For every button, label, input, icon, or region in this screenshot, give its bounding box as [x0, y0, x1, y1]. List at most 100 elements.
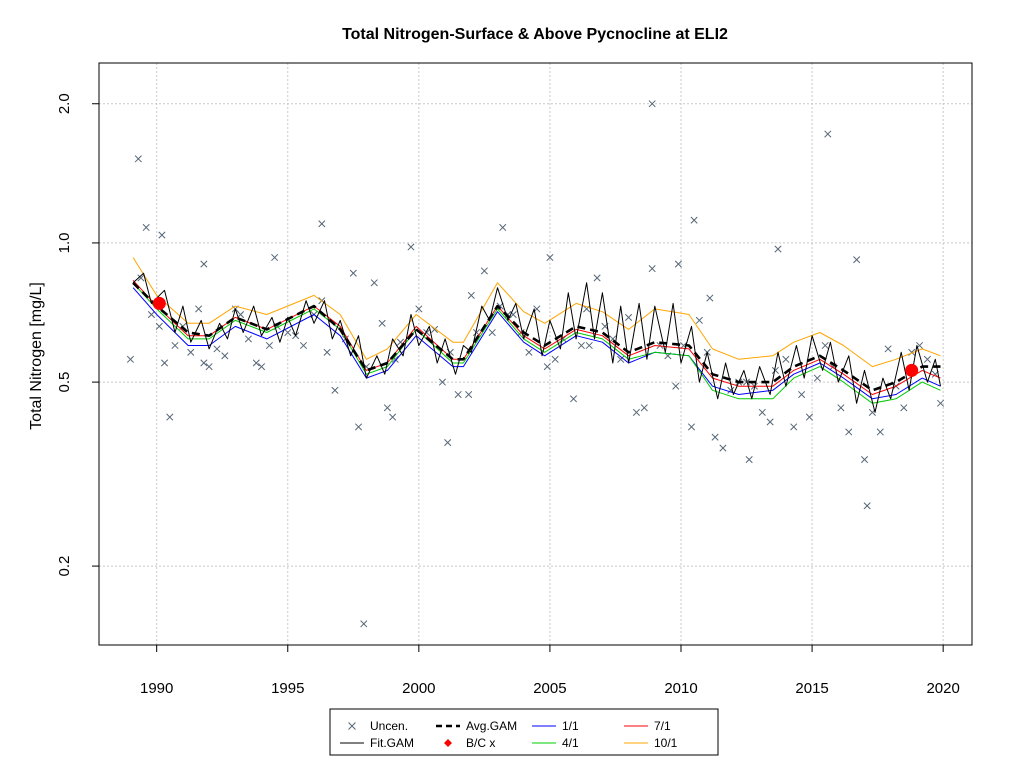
- uncen-point: [284, 328, 292, 337]
- uncen-point: [349, 269, 357, 277]
- uncen-point: [640, 404, 648, 412]
- uncen-point: [142, 223, 150, 232]
- y-tick-label: 0.5: [56, 372, 73, 393]
- legend-label: 7/1: [654, 719, 671, 733]
- uncen-point: [158, 231, 166, 239]
- uncen-point: [171, 341, 179, 350]
- uncen-point: [583, 305, 591, 313]
- uncen-point: [824, 130, 832, 138]
- uncen-point: [213, 345, 221, 353]
- uncen-point: [648, 265, 656, 273]
- uncen-point: [499, 223, 507, 232]
- uncen-point: [758, 408, 766, 416]
- uncen-point: [465, 390, 473, 399]
- uncen-point: [813, 374, 821, 382]
- chart-title: Total Nitrogen-Surface & Above Pycnoclin…: [342, 26, 728, 43]
- uncen-point: [299, 341, 308, 350]
- legend-item-s4-1: 4/1: [532, 736, 579, 750]
- uncen-point: [252, 359, 260, 367]
- uncen-point: [821, 341, 829, 350]
- uncen-point: [585, 341, 593, 350]
- uncen-point: [370, 279, 378, 287]
- uncen-point: [543, 363, 551, 371]
- uncen-point: [195, 305, 203, 313]
- legend-item-fit-gam: Fit.GAM: [340, 736, 414, 750]
- uncen-point: [771, 366, 779, 374]
- uncen-point: [271, 253, 279, 262]
- x-tick-label: 1995: [271, 680, 304, 697]
- bc-point: [152, 296, 166, 310]
- legend-item-s10-1: 10/1: [624, 736, 678, 750]
- series-line-s10-1: [132, 257, 941, 368]
- legend-item-avg-gam: Avg.GAM: [436, 719, 517, 733]
- legend-item-s1-1: 1/1: [532, 719, 579, 733]
- uncen-point: [126, 355, 135, 363]
- uncen-point: [378, 319, 386, 327]
- uncen-point: [798, 390, 806, 399]
- legend-label: 10/1: [654, 736, 678, 750]
- y-tick-label: 0.2: [56, 556, 73, 577]
- uncen-point: [444, 439, 452, 447]
- uncen-point: [166, 413, 174, 421]
- uncen-point: [200, 359, 208, 367]
- y-tick-label: 1.0: [56, 232, 73, 253]
- uncen-point: [205, 363, 213, 371]
- uncen-point: [525, 348, 533, 356]
- uncen-point: [318, 220, 326, 228]
- uncen-point: [467, 291, 475, 299]
- uncen-point: [244, 335, 252, 343]
- uncen-point: [257, 363, 266, 371]
- uncen-point: [884, 345, 892, 353]
- uncen-point: [265, 341, 273, 350]
- bc-point: [905, 363, 919, 377]
- uncen-point: [782, 355, 790, 363]
- uncen-point: [187, 348, 195, 356]
- uncen-point: [617, 355, 625, 363]
- uncen-point: [632, 408, 640, 416]
- uncen-point: [389, 413, 397, 421]
- uncen-point: [860, 455, 869, 464]
- uncen-point: [488, 328, 496, 337]
- uncen-point: [551, 355, 559, 363]
- uncen-point: [774, 245, 782, 253]
- legend-label: 1/1: [562, 719, 579, 733]
- uncen-point: [766, 418, 774, 426]
- uncen-point: [454, 390, 462, 399]
- uncen-point: [745, 455, 753, 464]
- uncen-point: [719, 444, 727, 452]
- series-line-avg-gam: [132, 281, 941, 392]
- uncen-point: [438, 378, 446, 386]
- uncen-point: [593, 274, 601, 282]
- x-tick-label: 2015: [795, 680, 828, 697]
- legend: Uncen. Fit.GAM Avg.GAM B/C x 1/1 4/1 7/1 10/1: [329, 708, 719, 756]
- uncen-point: [648, 100, 656, 108]
- uncen-point: [323, 348, 331, 356]
- legend-symbol: [444, 739, 452, 747]
- x-tick-label: 1990: [140, 680, 173, 697]
- uncen-point: [480, 267, 488, 275]
- legend-box: [329, 708, 719, 756]
- uncen-point: [837, 404, 845, 412]
- uncen-point: [695, 316, 703, 324]
- uncen-point: [237, 310, 245, 319]
- uncen-point: [134, 155, 142, 163]
- uncen-point: [711, 433, 719, 441]
- uncen-point: [923, 355, 931, 363]
- uncen-point: [853, 256, 861, 264]
- legend-label: Avg.GAM: [466, 719, 517, 733]
- uncen-point: [625, 313, 633, 321]
- uncen-point: [354, 423, 363, 431]
- x-tick-label: 2005: [533, 680, 566, 697]
- legend-label: B/C x: [466, 736, 495, 750]
- legend-symbol: [348, 722, 356, 730]
- uncen-point: [155, 322, 163, 330]
- uncen-point: [845, 428, 853, 436]
- uncen-point: [690, 216, 698, 224]
- x-tick-label: 2000: [402, 680, 435, 697]
- plot-data: [126, 100, 945, 628]
- uncen-point: [221, 352, 229, 360]
- legend-item-uncen: Uncen.: [348, 719, 408, 733]
- series-line-s4-1: [132, 282, 941, 404]
